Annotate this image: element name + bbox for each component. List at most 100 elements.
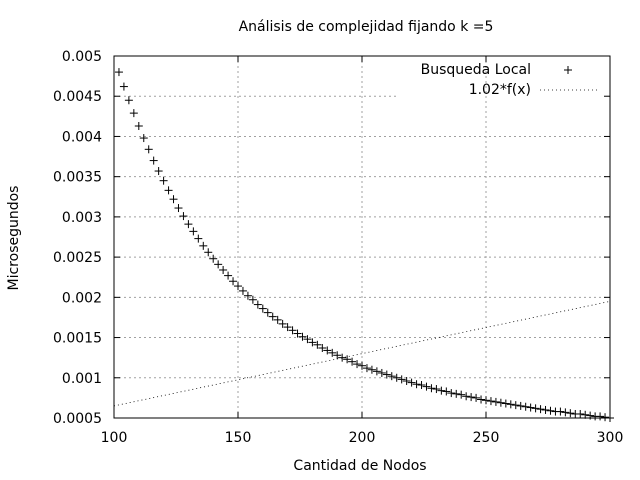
y-tick-label: 0.0045: [53, 89, 102, 105]
data-point: [303, 335, 312, 344]
data-point: [288, 326, 297, 335]
data-point: [491, 397, 500, 406]
data-point: [343, 355, 352, 364]
data-point: [248, 295, 257, 304]
chart-title: Análisis de complejidad fijando k =5: [239, 19, 494, 35]
data-point: [496, 398, 505, 407]
data-point: [179, 212, 188, 221]
data-point: [333, 351, 342, 360]
x-tick-label: 200: [349, 430, 376, 446]
data-point: [556, 407, 565, 416]
data-point: [427, 384, 436, 393]
data-point: [581, 410, 590, 419]
data-point: [189, 227, 198, 236]
data-point: [561, 408, 570, 417]
data-point: [382, 370, 391, 379]
data-point: [144, 145, 153, 154]
data-point: [258, 304, 267, 313]
data-series: [114, 68, 614, 422]
fit-line: [113, 300, 611, 407]
x-tick-label: 250: [473, 430, 500, 446]
data-point: [467, 393, 476, 402]
axis-ticks: [113, 55, 611, 419]
data-point: [372, 367, 381, 376]
data-point: [482, 396, 490, 405]
legend-label-fit: 1.02*f(x): [469, 82, 531, 98]
data-point: [268, 312, 277, 321]
y-tick-label: 0.005: [62, 49, 102, 65]
data-point: [576, 409, 585, 418]
y-tick-label: 0.0035: [53, 170, 102, 186]
legend-marker: [564, 66, 572, 74]
data-point: [472, 393, 481, 402]
data-point: [174, 204, 183, 213]
data-point: [164, 186, 173, 195]
data-point: [387, 372, 396, 381]
data-point: [432, 385, 441, 394]
data-point: [214, 260, 223, 269]
data-point: [437, 386, 446, 395]
data-point: [536, 405, 545, 414]
data-point: [596, 412, 605, 421]
data-point: [169, 195, 178, 204]
data-point: [367, 365, 376, 374]
data-point: [407, 378, 416, 387]
legend: Busqueda Local 1.02*f(x): [421, 62, 600, 98]
data-point: [298, 332, 307, 341]
legend-label-busqueda-local: Busqueda Local: [421, 62, 531, 78]
y-tick-labels: 0.0005 0.001 0.0015 0.002 0.0025 0.003 0.0035 0…: [53, 49, 102, 427]
data-point: [486, 397, 495, 406]
x-tick-label: 100: [101, 430, 128, 446]
data-point: [541, 405, 550, 414]
y-tick-label: 0.0005: [53, 411, 102, 427]
data-point: [397, 375, 406, 384]
data-point: [417, 381, 426, 390]
data-point: [377, 368, 386, 377]
data-point: [452, 389, 461, 398]
data-point: [184, 220, 193, 229]
data-point: [129, 109, 138, 118]
y-tick-label: 0.001: [62, 371, 102, 387]
data-point: [278, 319, 287, 328]
y-tick-label: 0.002: [62, 290, 102, 306]
data-point: [521, 402, 530, 411]
data-point: [328, 348, 337, 357]
data-point: [159, 176, 168, 185]
x-tick-label: 300: [597, 430, 624, 446]
data-point: [124, 96, 133, 105]
data-point: [462, 392, 471, 401]
data-point: [323, 346, 332, 355]
legend-marker-busqueda-local: [564, 66, 572, 74]
data-point: [566, 409, 575, 418]
x-tick-labels: 100 150 200 250 300: [101, 430, 624, 446]
data-point: [199, 241, 208, 250]
fit-series: [113, 300, 611, 407]
data-point: [338, 353, 347, 362]
data-point: [546, 406, 555, 415]
y-tick-label: 0.0025: [53, 250, 102, 266]
x-tick-label: 150: [225, 430, 252, 446]
data-point: [263, 308, 272, 317]
y-tick-label: 0.003: [62, 210, 102, 226]
data-point: [229, 277, 238, 286]
data-point: [447, 389, 456, 398]
data-point: [348, 357, 357, 366]
data-point: [511, 401, 520, 410]
data-point: [139, 134, 148, 143]
y-tick-label: 0.0015: [53, 331, 102, 347]
data-point: [526, 403, 535, 412]
data-point: [154, 167, 163, 176]
data-point: [209, 254, 218, 263]
data-point: [358, 361, 366, 370]
data-point: [293, 329, 302, 338]
data-point: [601, 413, 610, 422]
data-point: [353, 360, 362, 369]
data-point: [114, 68, 123, 77]
data-point: [402, 376, 411, 385]
data-point: [362, 364, 371, 373]
data-point: [253, 300, 262, 309]
data-point: [308, 338, 317, 347]
data-point: [194, 234, 203, 243]
data-point: [134, 121, 143, 130]
